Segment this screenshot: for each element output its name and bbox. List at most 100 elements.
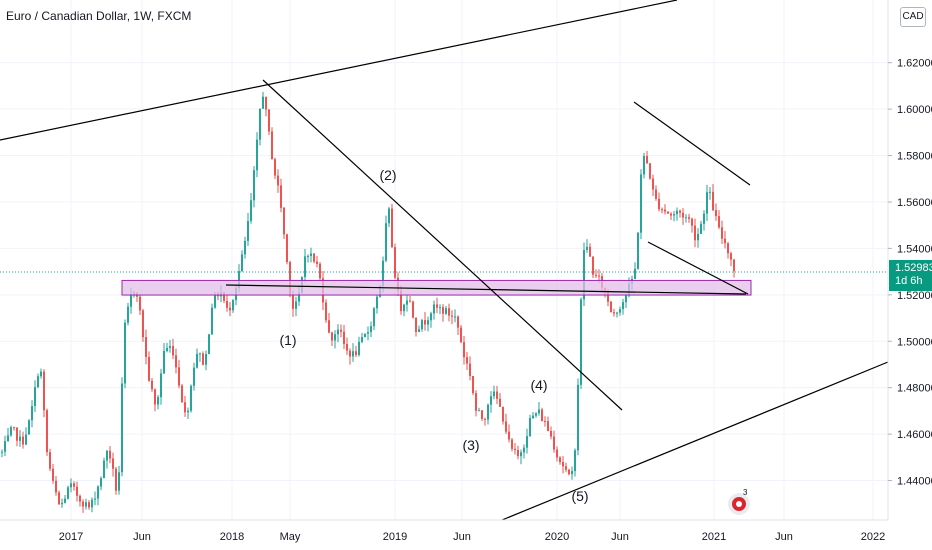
candle-body <box>583 249 585 300</box>
candle-body <box>199 353 201 355</box>
notification-badge[interactable]: 3 <box>728 488 750 515</box>
lower-trendline[interactable] <box>225 284 747 295</box>
candle-body <box>439 307 441 309</box>
currency-button[interactable]: CAD <box>900 7 926 27</box>
candle-body <box>100 478 102 487</box>
candle-body <box>661 209 663 211</box>
candle-body <box>97 486 99 499</box>
candle-body <box>367 332 369 334</box>
candle-body <box>253 170 255 201</box>
candle-body <box>40 371 42 377</box>
candle-body <box>547 421 549 431</box>
candle-body <box>148 356 150 381</box>
candle-body <box>112 458 114 469</box>
candle-body <box>10 427 12 436</box>
candle-body <box>205 354 207 365</box>
candle-body <box>709 191 711 193</box>
candle-body <box>523 447 525 453</box>
candle-body <box>415 317 417 332</box>
y-tick-label: 1.58000 <box>897 151 932 163</box>
wedge-lower-line[interactable] <box>647 241 749 295</box>
x-tick-label: Jun <box>453 531 471 543</box>
candle-body <box>733 259 735 272</box>
candle-body <box>568 469 570 475</box>
badge-count: 3 <box>743 488 748 497</box>
candle-body <box>319 263 321 279</box>
trend-lines[interactable] <box>0 0 889 521</box>
x-tick-label: 2021 <box>702 531 726 543</box>
candle-body <box>442 307 444 314</box>
candle-body <box>121 383 123 473</box>
candle-body <box>652 178 654 190</box>
candle-body <box>388 208 390 224</box>
candle-body <box>310 253 312 256</box>
candle-body <box>343 331 345 344</box>
candle-body <box>103 460 105 479</box>
wave-label: (4) <box>530 377 547 393</box>
candle-body <box>127 306 129 323</box>
candle-body <box>154 389 156 405</box>
candle-body <box>451 315 453 317</box>
candle-body <box>505 421 507 432</box>
candle-body <box>208 334 210 355</box>
candle-body <box>130 294 132 307</box>
candle-body <box>259 108 261 140</box>
candle-body <box>595 274 597 276</box>
lower-channel-line[interactable] <box>501 361 889 521</box>
falling-trendline[interactable] <box>262 79 623 411</box>
candle-body <box>28 420 30 435</box>
candle-body <box>25 434 27 445</box>
candle-body <box>55 480 57 493</box>
candle-body <box>673 214 675 216</box>
candle-body <box>142 310 144 338</box>
wave-label: (5) <box>571 488 588 504</box>
candle-body <box>463 342 465 358</box>
candle-body <box>241 254 243 272</box>
symbol-title: Euro / Canadian Dollar, 1W, FXCM <box>6 9 192 23</box>
candle-body <box>376 296 378 309</box>
candle-body <box>370 326 372 333</box>
candle-body <box>493 391 495 397</box>
candle-body <box>472 375 474 394</box>
candle-body <box>724 238 726 244</box>
candle-body <box>61 502 63 505</box>
candle-body <box>7 435 9 442</box>
candle-body <box>436 304 438 308</box>
candle-body <box>682 212 684 218</box>
candle-body <box>82 501 84 507</box>
y-tick-label: 1.60000 <box>897 104 932 116</box>
candle-body <box>514 448 516 451</box>
candle-body <box>19 436 21 441</box>
candle-body <box>589 246 591 257</box>
candle-body <box>73 483 75 487</box>
candle-body <box>520 452 522 457</box>
bar-countdown: 1d 6h <box>895 275 923 287</box>
candle-body <box>400 290 402 312</box>
candle-body <box>307 255 309 257</box>
candle-body <box>532 415 534 419</box>
upper-channel-line[interactable] <box>0 0 678 141</box>
wedge-upper-line[interactable] <box>633 101 751 186</box>
candle-body <box>280 185 282 208</box>
candle-body <box>226 300 228 308</box>
x-tick-label: Jun <box>775 531 793 543</box>
candle-body <box>598 275 600 277</box>
candle-body <box>67 487 69 499</box>
candle-body <box>232 300 234 311</box>
candle-body <box>490 396 492 405</box>
candle-body <box>586 246 588 250</box>
candle-body <box>487 404 489 420</box>
candle-body <box>202 353 204 365</box>
candle-body <box>88 502 90 508</box>
candle-body <box>76 486 78 496</box>
y-tick-label: 1.46000 <box>897 429 932 441</box>
candle-body <box>685 217 687 219</box>
candle-body <box>364 333 366 338</box>
candle-body <box>508 431 510 440</box>
candle-body <box>454 316 456 318</box>
candle-body <box>679 210 681 213</box>
wave-labels: (1) (2) (3) (4) (5) <box>279 167 588 504</box>
candle-body <box>190 385 192 411</box>
candle-body <box>706 192 708 214</box>
